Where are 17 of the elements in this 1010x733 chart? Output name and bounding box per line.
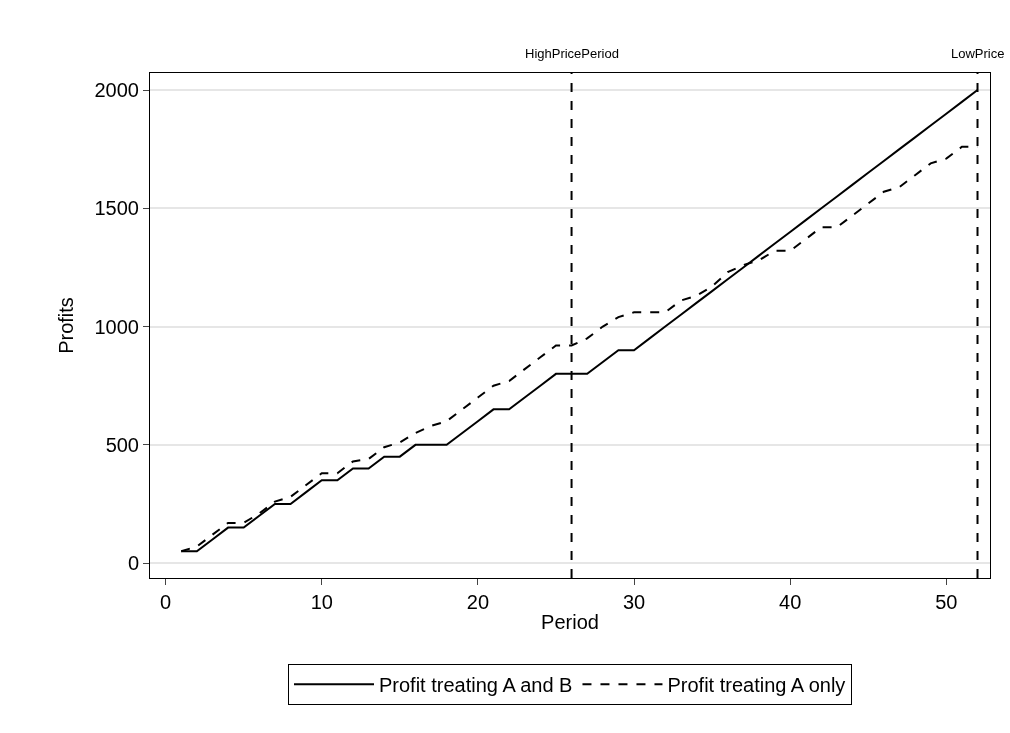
x-tick-label: 10 <box>310 591 333 613</box>
x-tick-label: 30 <box>622 591 646 613</box>
y-axis-title: Profits <box>55 297 77 354</box>
x-axis-title: Period <box>541 610 599 633</box>
ref-line-label: LowPrice <box>951 46 1005 61</box>
y-tick-label: 500 <box>105 433 139 456</box>
x-tick-label: 20 <box>466 591 490 613</box>
y-tick-label: 2000 <box>94 79 139 102</box>
x-tick-label: 40 <box>779 591 802 613</box>
x-tick-label: 50 <box>935 591 958 613</box>
y-tick-label: 0 <box>127 552 139 575</box>
y-tick-label: 1500 <box>94 197 139 220</box>
legend-label: Profit treating A only <box>667 674 846 697</box>
ref-line-label: HighPricePeriod <box>525 46 619 61</box>
x-tick-label: 0 <box>160 591 172 613</box>
y-tick-label: 1000 <box>94 315 139 338</box>
legend-label: Profit treating A and B <box>379 674 573 697</box>
